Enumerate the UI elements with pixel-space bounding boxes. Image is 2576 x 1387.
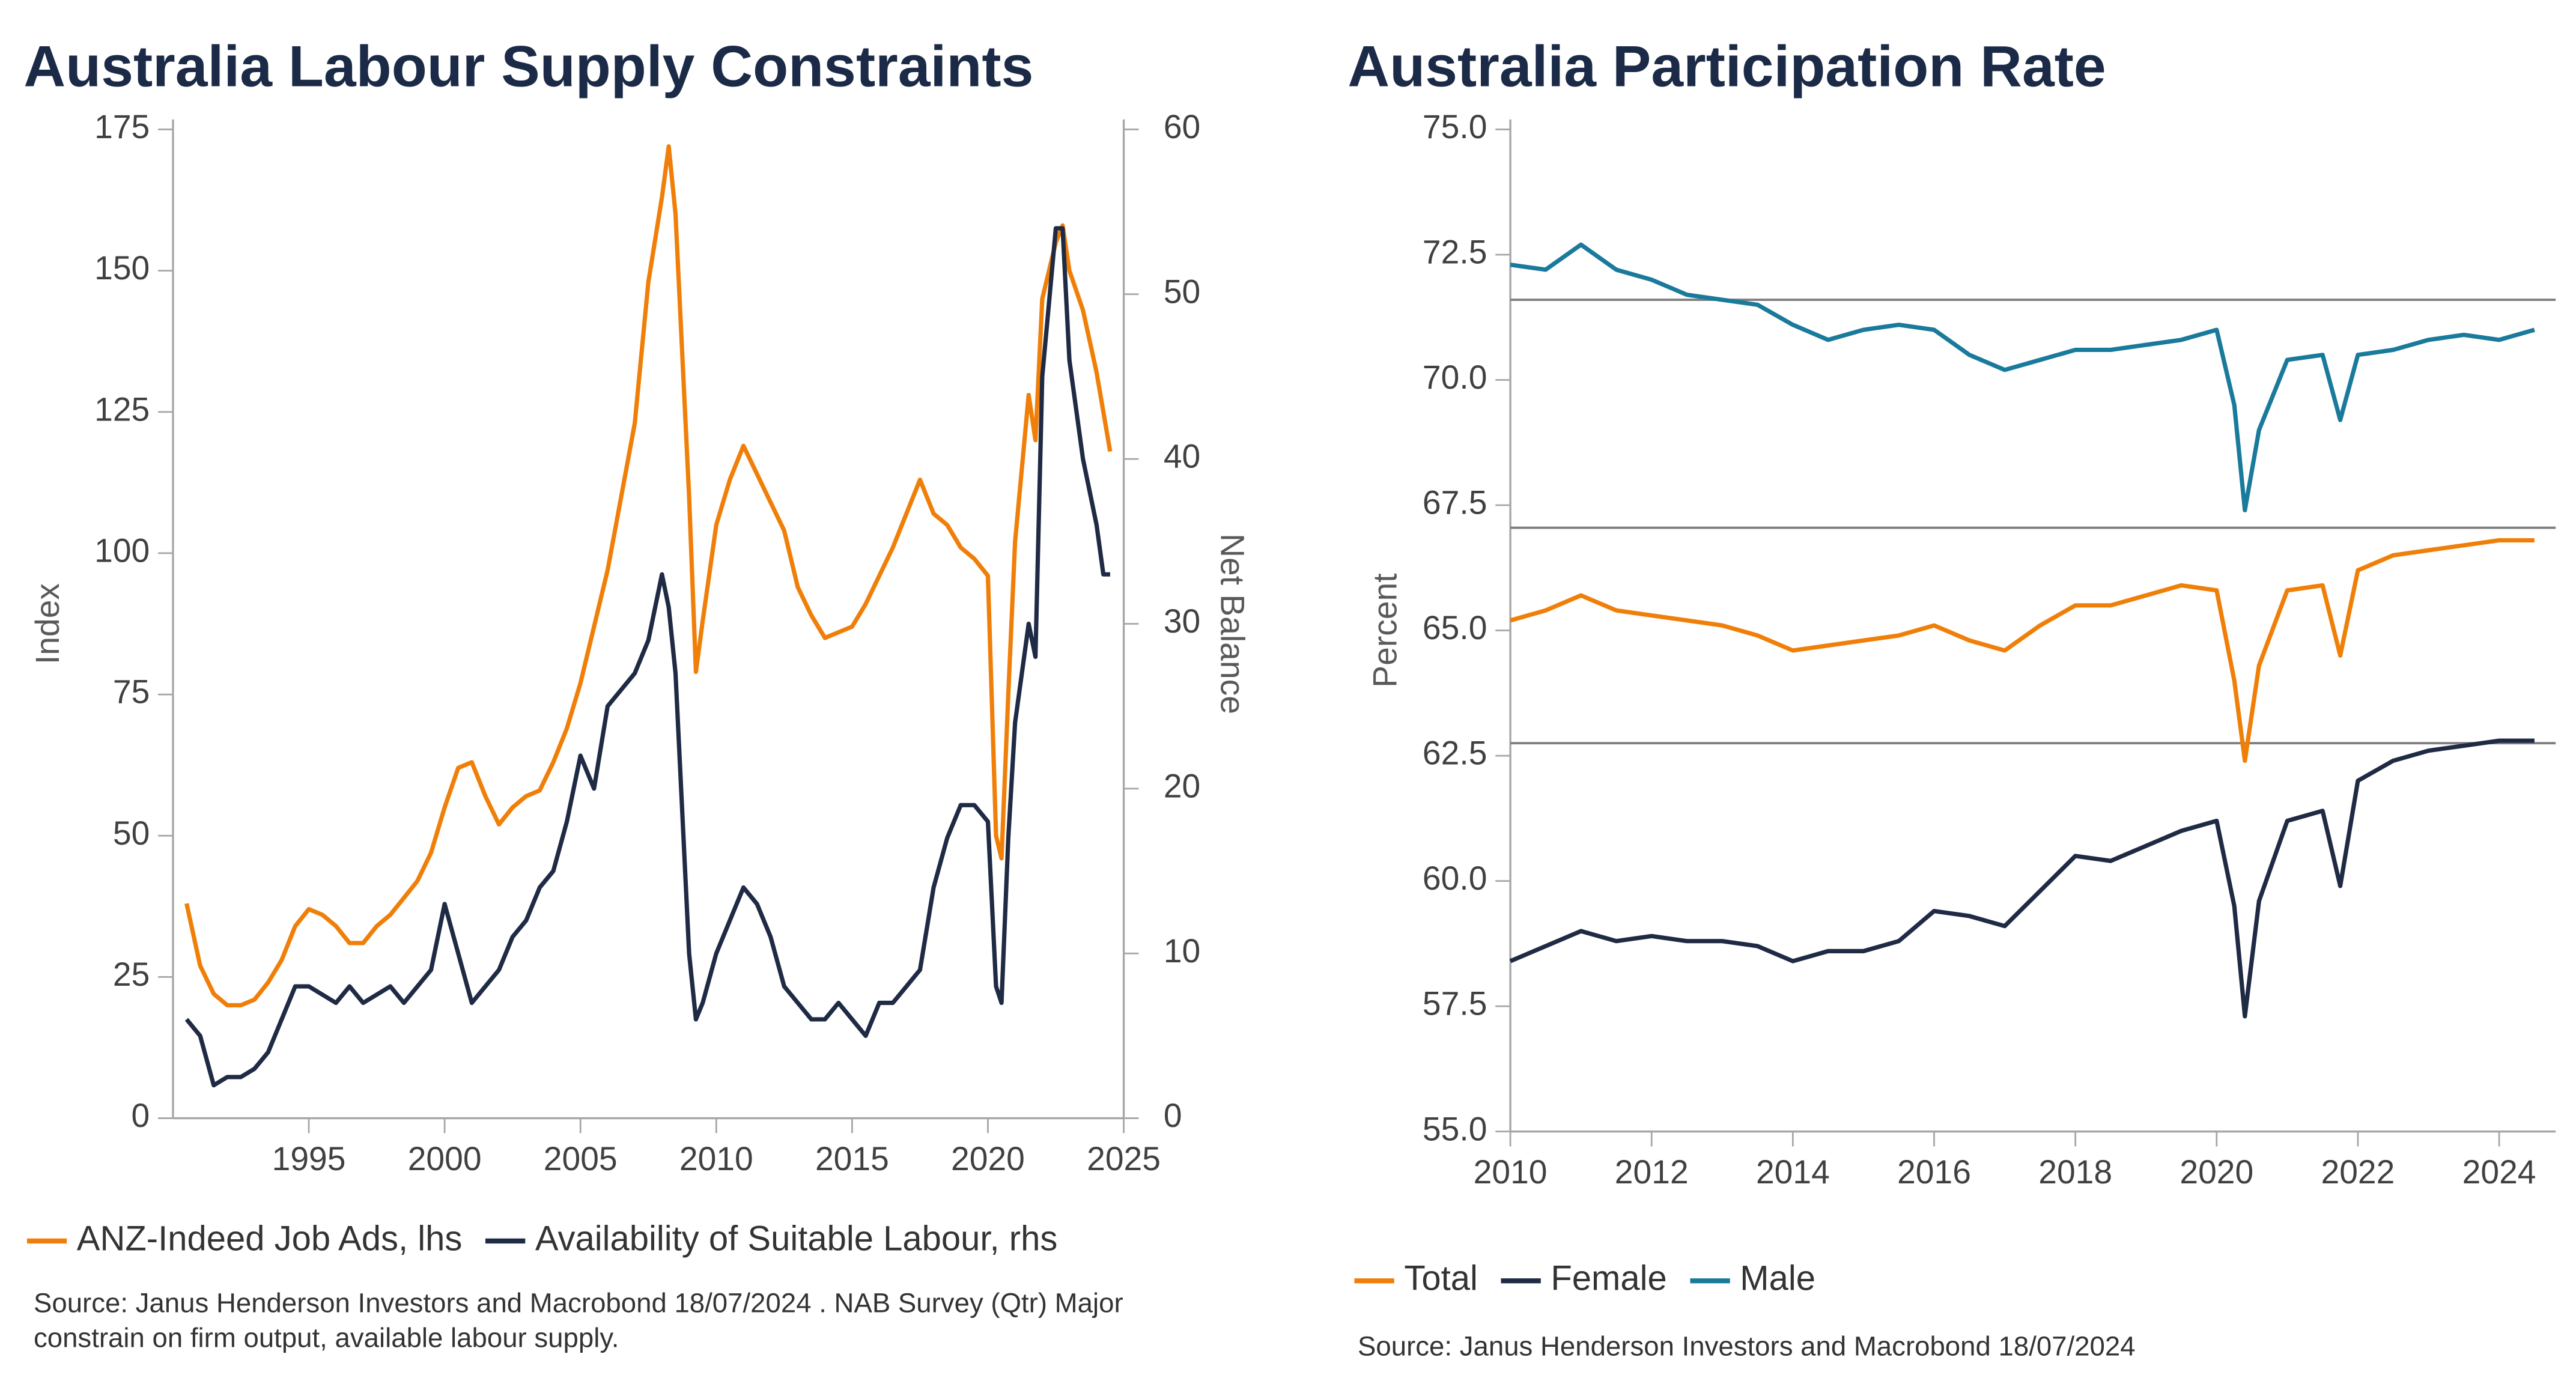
x-tick-label: 1995 <box>272 1140 346 1177</box>
x-tick-label: 2014 <box>1756 1153 1830 1191</box>
series-line <box>1509 738 2535 1019</box>
y2-axis-label: Net Balance <box>1214 533 1251 714</box>
legend-label: Availability of Suitable Labour, rhs <box>535 1219 1057 1258</box>
x-tick-label: 2010 <box>679 1140 753 1177</box>
legend-label: Female <box>1551 1259 1666 1298</box>
y-tick-label: 75 <box>113 673 150 711</box>
y-axis-label: Index <box>29 583 66 664</box>
x-tick-label: 2016 <box>1897 1153 1971 1191</box>
series-line <box>1510 538 2535 763</box>
series-line <box>1510 242 2535 512</box>
y-tick-label: 70.0 <box>1423 359 1487 396</box>
y-tick-label: 75.0 <box>1423 108 1487 145</box>
y-tick-label: 50 <box>113 815 150 852</box>
x-tick-label: 2020 <box>2180 1153 2253 1191</box>
y2-tick-label: 40 <box>1164 438 1200 475</box>
source-note: Source: Janus Henderson Investors and Ma… <box>33 1289 1123 1355</box>
source-note: Source: Janus Henderson Investors and Ma… <box>1358 1332 2136 1362</box>
y-tick-label: 55.0 <box>1423 1110 1487 1147</box>
y-tick-label: 65.0 <box>1423 609 1487 646</box>
y-axis-label: Percent <box>1366 573 1403 687</box>
x-tick-label: 2022 <box>2321 1153 2395 1191</box>
y2-tick-label: 60 <box>1164 108 1200 145</box>
y-tick-label: 62.5 <box>1423 735 1487 772</box>
legend-label: Male <box>1740 1259 1815 1298</box>
y-tick-label: 72.5 <box>1423 234 1487 271</box>
legend-label: ANZ-Indeed Job Ads, lhs <box>77 1219 463 1258</box>
y-tick-label: 57.5 <box>1423 985 1487 1022</box>
legend-label: Total <box>1404 1259 1478 1298</box>
x-tick-label: 2005 <box>544 1140 618 1177</box>
x-tick-label: 2010 <box>1474 1153 1548 1191</box>
y-tick-label: 60.0 <box>1423 860 1487 897</box>
y-tick-label: 0 <box>132 1097 150 1134</box>
series-line <box>184 226 1110 1088</box>
y2-tick-label: 0 <box>1164 1097 1182 1134</box>
x-tick-label: 2018 <box>2038 1153 2112 1191</box>
source-box: Source: Janus Henderson Investors and Ma… <box>1358 1332 2136 1362</box>
chart-title: Australia Participation Rate <box>1347 34 2106 99</box>
y-tick-label: 25 <box>113 956 150 993</box>
x-tick-label: 2024 <box>2462 1153 2536 1191</box>
series-line <box>184 144 1113 1008</box>
y2-tick-label: 10 <box>1164 932 1200 970</box>
y-tick-label: 175 <box>94 108 150 145</box>
chart-title: Australia Labour Supply Constraints <box>23 34 1033 99</box>
y2-tick-label: 50 <box>1164 273 1200 310</box>
x-tick-label: 2000 <box>408 1140 482 1177</box>
x-tick-label: 2025 <box>1087 1140 1161 1177</box>
y2-tick-label: 20 <box>1164 767 1200 804</box>
x-tick-label: 2012 <box>1615 1153 1689 1191</box>
y-tick-label: 100 <box>94 532 150 569</box>
x-tick-label: 2015 <box>815 1140 889 1177</box>
y-tick-label: 125 <box>94 390 150 428</box>
x-tick-label: 2020 <box>951 1140 1025 1177</box>
y2-tick-label: 30 <box>1164 602 1200 640</box>
y-tick-label: 67.5 <box>1423 484 1487 521</box>
source-box: Source: Janus Henderson Investors and Ma… <box>33 1289 1123 1355</box>
y-tick-label: 150 <box>94 249 150 287</box>
